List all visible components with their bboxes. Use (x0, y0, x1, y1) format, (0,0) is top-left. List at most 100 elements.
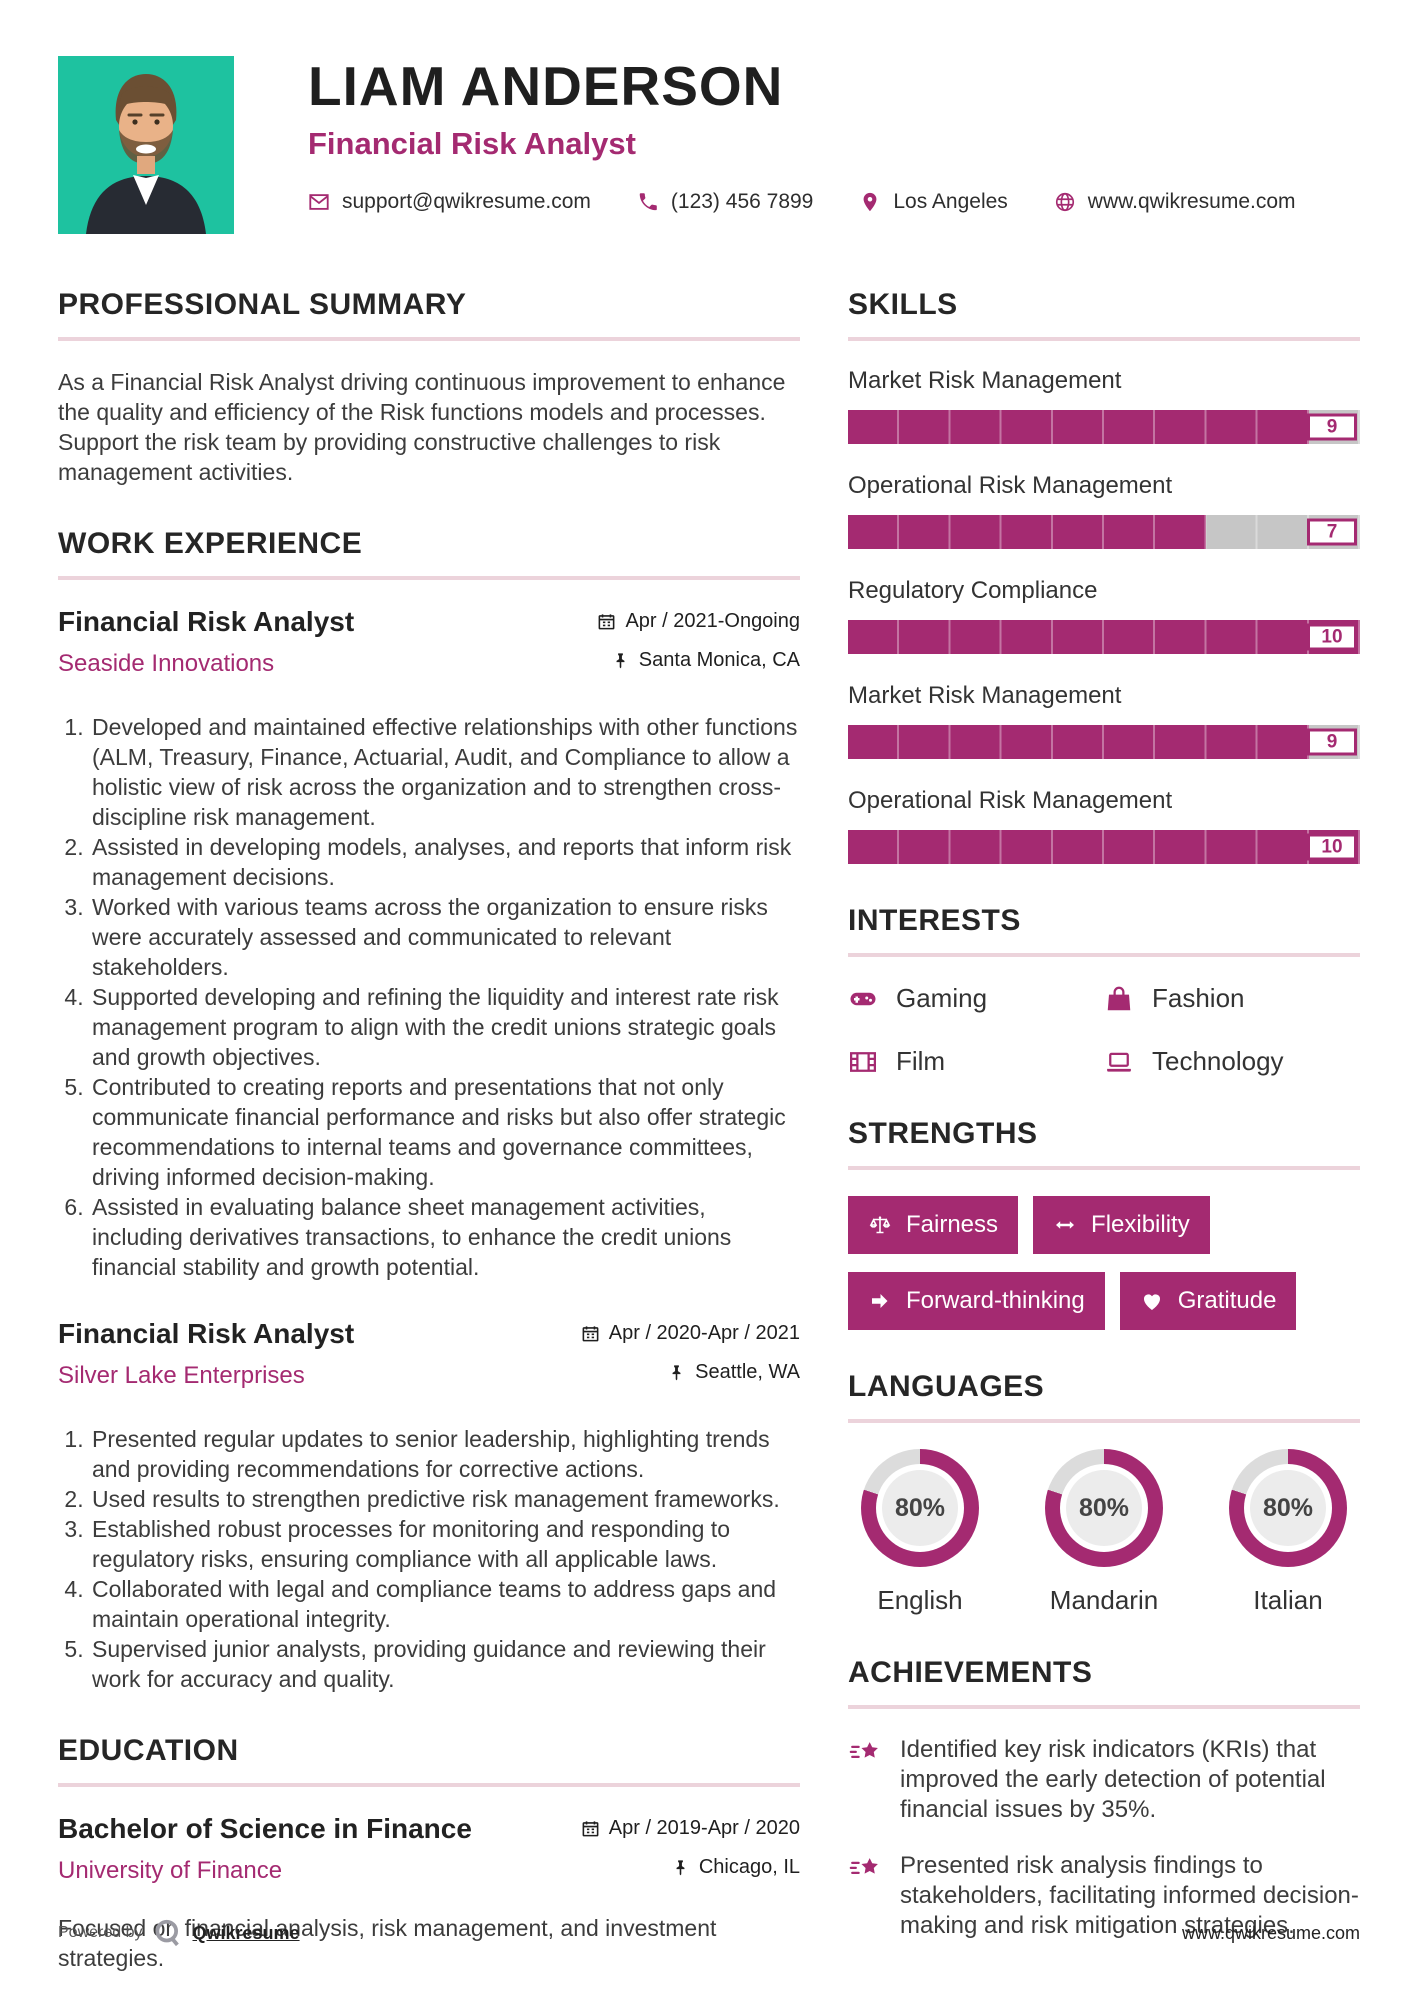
education-date-text: Apr / 2019-Apr / 2020 (608, 1817, 800, 1839)
language-donut: 80% (1045, 1449, 1163, 1567)
person-title: Financial Risk Analyst (308, 125, 636, 161)
section-rule (848, 1419, 1360, 1423)
contact-item: support@qwikresume.com (308, 190, 591, 214)
skill-value-badge: 10 (1307, 623, 1357, 651)
skill-item: Market Risk Management 9 (848, 682, 1360, 759)
globe-icon (1054, 191, 1076, 213)
arrow-icon (868, 1289, 892, 1313)
interest-label: Film (896, 1046, 946, 1076)
language-label: Italian (1253, 1585, 1323, 1615)
skill-bar-segments (848, 830, 1360, 864)
language-percent: 80% (882, 1470, 958, 1546)
language-label: Mandarin (1049, 1585, 1159, 1615)
job-bullet: Supervised junior analysts, providing gu… (90, 1634, 800, 1694)
job-bullet: Assisted in evaluating balance sheet man… (90, 1192, 800, 1282)
education-entry: Bachelor of Science in Finance Universit… (58, 1813, 800, 1973)
job-bullet: Developed and maintained effective relat… (90, 712, 800, 832)
skill-item: Market Risk Management 9 (848, 367, 1360, 444)
profile-photo-graphic (58, 56, 234, 234)
skill-bar-fill (848, 620, 1360, 654)
pushpin-icon (671, 1858, 690, 1877)
content-columns: PROFESSIONAL SUMMARY As a Financial Risk… (58, 288, 1360, 1990)
section-rule (848, 1705, 1360, 1709)
skill-item: Regulatory Compliance 10 (848, 577, 1360, 654)
footer: Powered by Qwikresume www.qwikresume.com (58, 1918, 1360, 1948)
star-icon (848, 1853, 882, 1887)
language-percent: 80% (1250, 1470, 1326, 1546)
education-heading: EDUCATION (58, 1734, 239, 1767)
calendar-icon (597, 612, 616, 631)
education-description: Focused on financial analysis, risk mana… (58, 1915, 717, 1971)
job-location-text: Santa Monica, CA (638, 649, 800, 671)
languages-heading: LANGUAGES (848, 1370, 1045, 1403)
star-icon (848, 1737, 882, 1771)
interest-item: Film (848, 1046, 1104, 1077)
strength-label: Forward-thinking (906, 1287, 1085, 1314)
footer-site-url: www.qwikresume.com (1181, 1922, 1360, 1943)
qwikresume-logo-icon (153, 1918, 183, 1948)
language-label: English (877, 1585, 963, 1615)
job-bullet: Worked with various teams across the org… (90, 892, 800, 982)
person-name: LIAM ANDERSON (308, 55, 784, 117)
pushpin-icon (611, 651, 630, 670)
powered-by-label: Powered by (58, 1924, 143, 1941)
education-date: Apr / 2019-Apr / 2020 (581, 1817, 800, 1840)
job-bullet: Used results to strengthen predictive ri… (90, 1484, 800, 1514)
section-rule (58, 576, 800, 580)
achievement-text: Presented risk analysis findings to stak… (900, 1852, 1359, 1939)
interests-heading: INTERESTS (848, 904, 1021, 937)
achievement-item: Presented risk analysis findings to stak… (848, 1851, 1360, 1941)
job-date-text: Apr / 2020-Apr / 2021 (608, 1322, 800, 1344)
section-summary: PROFESSIONAL SUMMARY As a Financial Risk… (58, 288, 800, 487)
skill-value-badge: 7 (1307, 518, 1357, 546)
strength-badge: Fairness (848, 1196, 1019, 1254)
section-rule (58, 337, 800, 341)
section-work: WORK EXPERIENCE Financial Risk Analyst S… (58, 527, 800, 1694)
summary-text: As a Financial Risk Analyst driving cont… (58, 369, 786, 485)
language-donut: 80% (1229, 1449, 1347, 1567)
skill-bar-segments (848, 515, 1360, 549)
contact-item: www.qwikresume.com (1054, 190, 1296, 214)
job-location: Santa Monica, CA (597, 649, 800, 672)
job-head: Financial Risk Analyst Seaside Innovatio… (58, 606, 800, 688)
identity-block: LIAM ANDERSON Financial Risk Analyst sup… (308, 56, 1296, 234)
skill-bar-fill (848, 830, 1360, 864)
education-location: Chicago, IL (581, 1856, 800, 1879)
language-item: 80% English (848, 1449, 992, 1616)
job-meta: Apr / 2020-Apr / 2021 Seattle, WA (581, 1318, 800, 1400)
film-icon (848, 1047, 878, 1077)
achievement-text: Identified key risk indicators (KRIs) th… (900, 1736, 1326, 1823)
scale-icon (868, 1213, 892, 1237)
skill-value-badge: 9 (1307, 413, 1357, 441)
skill-item: Operational Risk Management 7 (848, 472, 1360, 549)
skill-bar: 10 (848, 830, 1360, 864)
company-name: Silver Lake Enterprises (58, 1362, 305, 1389)
school-name: University of Finance (58, 1857, 283, 1884)
section-strengths: STRENGTHS Fairness Flexibility Forward-t… (848, 1117, 1360, 1330)
education-title-block: Bachelor of Science in Finance Universit… (58, 1813, 472, 1885)
qwikresume-brand-link[interactable]: Qwikresume (192, 1922, 300, 1943)
skill-label: Regulatory Compliance (848, 577, 1098, 604)
gamepad-icon (848, 984, 878, 1014)
achievements-heading: ACHIEVEMENTS (848, 1656, 1093, 1689)
job-bullet: Collaborated with legal and compliance t… (90, 1574, 800, 1634)
section-interests: INTERESTS Gaming Fashion Film Technology (848, 904, 1360, 1077)
strength-label: Flexibility (1091, 1211, 1190, 1238)
interest-label: Fashion (1152, 983, 1245, 1013)
section-skills: SKILLS Market Risk Management 9 Operatio… (848, 288, 1360, 864)
strength-label: Gratitude (1177, 1287, 1277, 1314)
right-column: SKILLS Market Risk Management 9 Operatio… (848, 288, 1360, 1990)
profile-photo (58, 56, 234, 234)
strength-list: Fairness Flexibility Forward-thinking Gr… (848, 1196, 1360, 1330)
job-entry: Financial Risk Analyst Silver Lake Enter… (58, 1318, 800, 1694)
skill-bar: 7 (848, 515, 1360, 549)
degree-title: Bachelor of Science in Finance (58, 1813, 472, 1844)
section-rule (848, 337, 1360, 341)
skill-value-badge: 9 (1307, 728, 1357, 756)
skill-bar: 9 (848, 410, 1360, 444)
language-percent: 80% (1066, 1470, 1142, 1546)
job-meta: Apr / 2021-Ongoing Santa Monica, CA (597, 606, 800, 688)
skill-bar-fill (848, 725, 1309, 759)
bag-icon (1104, 984, 1134, 1014)
education-meta: Apr / 2019-Apr / 2020 Chicago, IL (581, 1813, 800, 1895)
